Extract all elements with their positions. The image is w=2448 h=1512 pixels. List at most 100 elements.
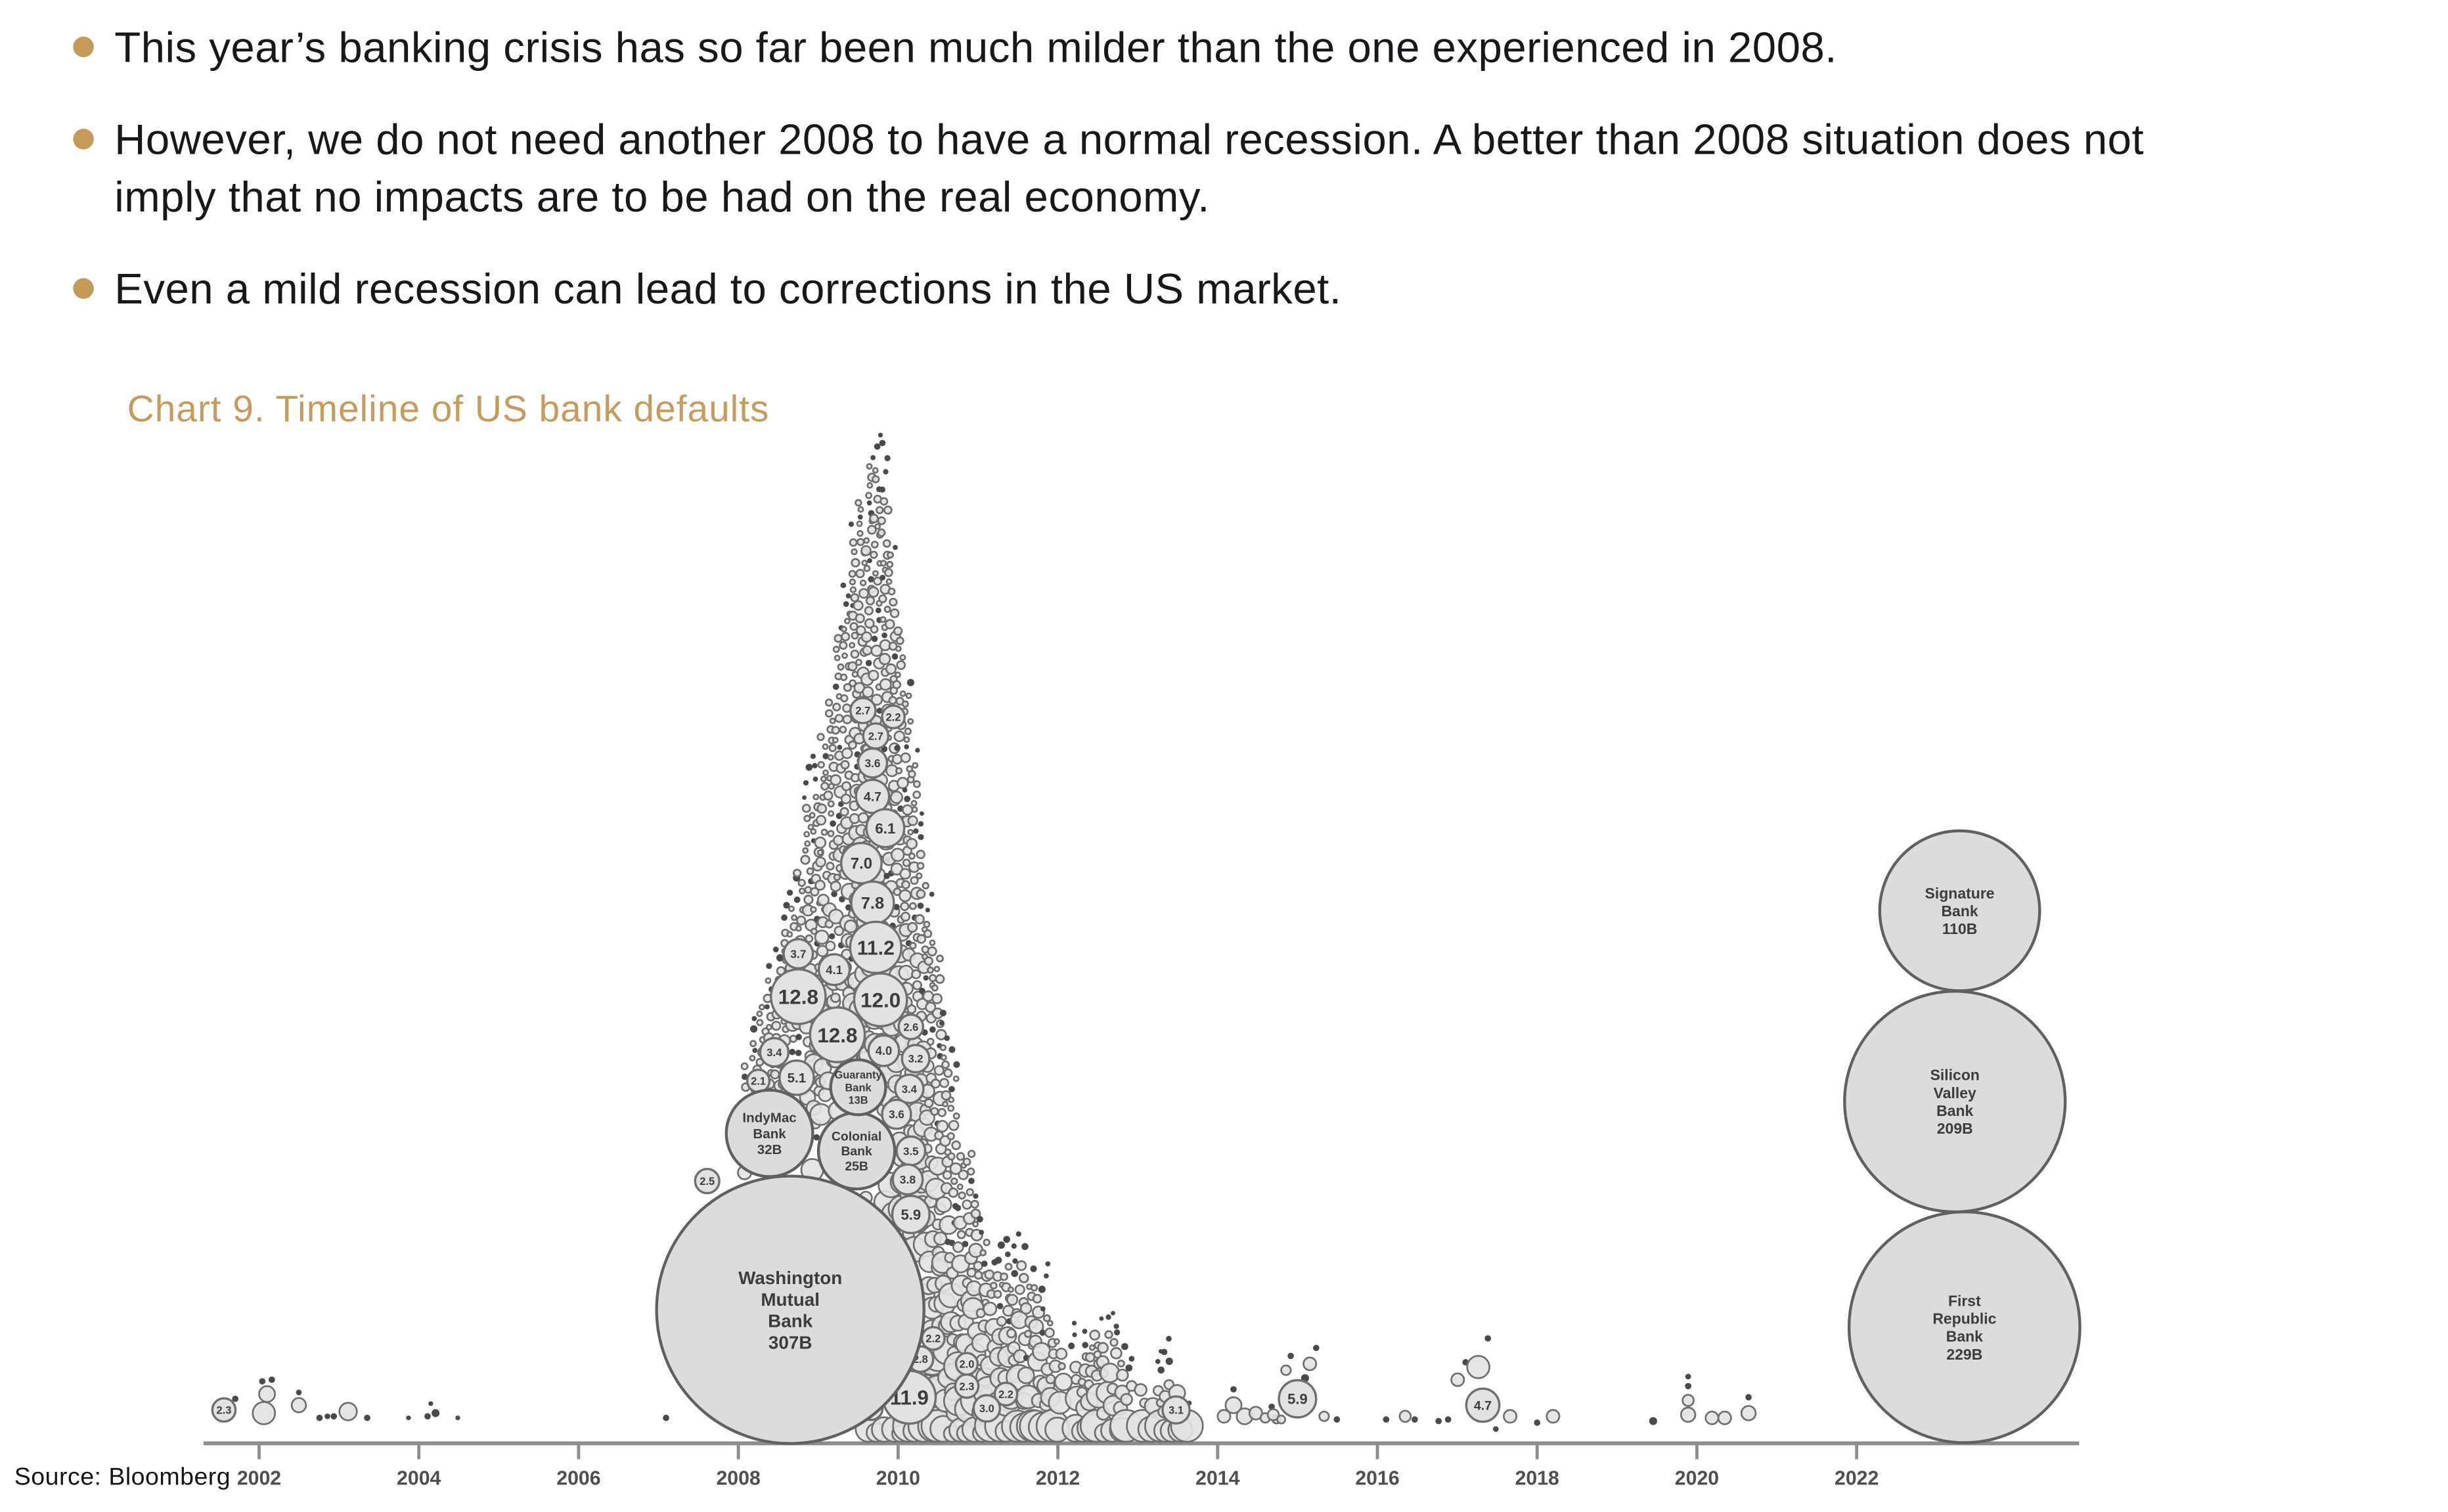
bubble-value-label: 3.1 [1168,1405,1184,1417]
default-bubble [887,587,896,596]
default-bubble [947,1104,955,1112]
default-bubble [907,815,918,826]
default-bubble [941,1060,950,1069]
default-dot [1155,1358,1161,1364]
default-dot [259,1378,266,1385]
default-bubble [840,760,850,770]
default-bubble [803,895,814,905]
default-bubble [877,516,886,525]
default-bubble [857,529,864,537]
default-bubble [870,694,883,706]
default-dot [876,707,883,714]
default-dot [1072,1332,1077,1337]
bubble-value-label: 2.2 [925,1333,941,1345]
default-bubble [826,862,835,871]
axis-tick-label: 2004 [397,1467,441,1489]
bubble-value-label: 5.1 [788,1071,807,1086]
default-dot [1125,1364,1133,1372]
bubble-value-label: 11.2 [857,937,895,959]
default-bubble [891,753,903,765]
default-bubble [912,780,921,788]
default-bubble [935,974,945,984]
default-dot [812,776,818,782]
bubble-value-label: 2.7 [868,730,883,742]
x-axis: 2002 2004 2006 2008 2010 2012 2014 2016 2018 2020… [203,1441,2080,1489]
default-dot [1492,1426,1499,1433]
bank-bubble [724,1088,814,1178]
axis-tick-label: 2008 [716,1467,760,1489]
default-dot [904,795,910,803]
default-dot [805,763,813,771]
default-dot [939,1010,946,1017]
default-bubble [290,1397,307,1413]
default-bubble [849,642,856,649]
default-bubble [851,558,860,567]
default-bubble [1097,1342,1109,1354]
default-bubble [904,727,912,736]
default-bubble [889,598,898,607]
default-bubble [983,1238,990,1247]
default-bubble [814,929,830,945]
default-dot [902,787,908,793]
default-dot [1099,1316,1104,1321]
default-bubble [911,806,918,813]
default-dot [1444,1416,1452,1423]
default-dot [953,1061,960,1068]
default-bubble [930,1107,939,1116]
default-bubble [832,702,841,712]
default-dot [1161,1348,1168,1356]
default-dot [929,891,935,897]
default-dot [973,1193,979,1199]
default-dot [1012,1258,1018,1264]
bubble-value-label: 3.6 [889,1108,904,1121]
default-bubble [951,1140,962,1151]
labeled-default-bubble [891,1163,924,1196]
default-bubble [803,831,811,838]
default-bubble [810,828,817,835]
labeled-default-bubble [759,1036,790,1068]
default-bubble [885,578,893,585]
axis-tick-label: 2012 [1036,1467,1080,1489]
default-bubble [827,800,835,808]
default-bubble [950,1177,958,1186]
default-dot [848,522,855,527]
default-dot [1121,1343,1128,1350]
default-dot [830,820,836,827]
default-bubble [810,887,820,897]
default-dot [976,1216,983,1223]
default-bubble [948,1096,955,1103]
default-bubble [872,467,879,474]
default-bubble [1134,1383,1147,1397]
default-bubble [855,499,862,507]
default-bubble [1028,1318,1044,1335]
default-bubble [798,887,806,895]
default-bubble [962,1199,973,1210]
default-bubble [857,506,864,513]
default-dot [913,828,919,834]
default-bubble [874,523,881,530]
default-dot [776,954,784,962]
axis-tick-label: 2006 [556,1467,600,1489]
default-bubble [906,1004,917,1014]
default-bubble [828,744,837,753]
default-dot [874,443,881,450]
default-dot [1166,1335,1172,1342]
default-bubble [878,653,891,665]
default-dot [915,747,920,753]
default-bubble [948,1120,960,1131]
default-bubble [1681,1394,1695,1407]
default-bubble [916,889,926,899]
bank-bubble [655,1174,925,1445]
default-dot [1383,1416,1390,1423]
default-bubble [841,747,853,759]
default-bubble [1503,1409,1518,1424]
labeled-default-bubble [211,1397,237,1423]
default-dot [1287,1352,1294,1360]
default-dot [1157,1366,1165,1374]
default-bubble [796,915,807,926]
labeled-default-bubble [694,1168,721,1195]
default-bubble [873,576,883,586]
default-dot [996,1302,1004,1310]
default-bubble [862,686,874,698]
